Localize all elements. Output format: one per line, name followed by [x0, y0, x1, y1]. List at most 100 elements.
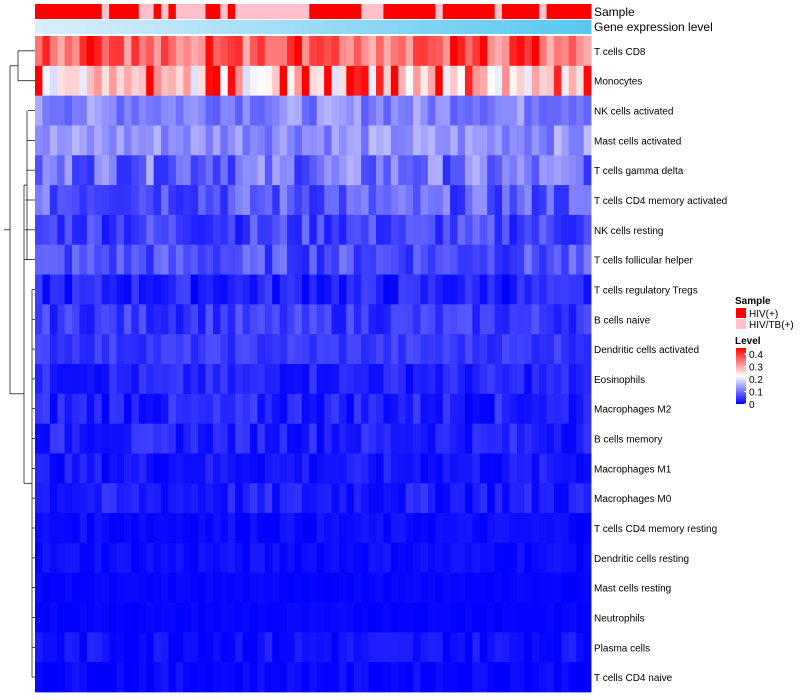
heatmap-cell [516, 453, 525, 484]
heatmap-cell [568, 36, 577, 67]
heatmap-cell [361, 602, 369, 633]
heatmap-cell [257, 65, 266, 97]
heatmap-cell [138, 483, 147, 514]
heatmap-cell [457, 542, 466, 574]
heatmap-cell [435, 185, 444, 216]
heatmap-cell [420, 602, 429, 633]
heatmap-cell [405, 513, 414, 544]
heatmap-cell [353, 244, 362, 275]
heatmap-cell [257, 244, 266, 275]
expression-cell [220, 20, 229, 34]
heatmap-cell [576, 483, 584, 514]
heatmap-cell [220, 214, 229, 246]
heatmap-cell [561, 602, 570, 633]
heatmap-cell [86, 632, 95, 663]
heatmap-cell [42, 602, 51, 633]
heatmap-cell [183, 423, 192, 454]
heatmap-cell [376, 542, 384, 574]
expression-cell [94, 20, 103, 34]
heatmap-cell [331, 185, 340, 216]
heatmap-cell [361, 632, 369, 663]
heatmap-cell [138, 155, 147, 186]
heatmap-cell [531, 125, 540, 156]
heatmap-cell [479, 602, 488, 633]
heatmap-cell [346, 453, 355, 484]
heatmap-cell [249, 95, 258, 126]
expression-cell [242, 20, 251, 34]
heatmap-cell [183, 185, 192, 216]
heatmap-cell [405, 453, 414, 484]
heatmap-cell [101, 185, 110, 216]
heatmap-cell [279, 453, 288, 484]
heatmap-cell [205, 334, 214, 365]
expression-cell [227, 20, 236, 34]
heatmap-cell [57, 632, 66, 663]
heatmap-cell [324, 36, 332, 67]
heatmap-cell [279, 65, 288, 97]
heatmap-cell [398, 632, 407, 663]
heatmap-cell [42, 453, 51, 484]
heatmap-cell [353, 364, 362, 395]
heatmap-cell [539, 36, 547, 67]
heatmap-cell [420, 274, 429, 305]
heatmap-cell [198, 185, 206, 216]
heatmap-cell [175, 453, 184, 484]
heatmap-cell [72, 483, 80, 514]
heatmap-cell [472, 334, 481, 365]
heatmap-cell [539, 483, 547, 514]
heatmap-cell [272, 214, 281, 246]
heatmap-cell [413, 185, 421, 216]
heatmap-cell [316, 185, 325, 216]
heatmap-cell [123, 65, 132, 97]
heatmap-cell [86, 334, 95, 365]
heatmap-cell [161, 602, 169, 633]
heatmap-cell [368, 423, 377, 454]
heatmap-cell [561, 662, 570, 693]
heatmap-cell [64, 274, 73, 305]
heatmap-cell [272, 304, 281, 335]
heatmap-cell [346, 185, 355, 216]
heatmap-cell [494, 274, 503, 305]
heatmap-cell [353, 334, 362, 365]
legend: Sample HIV(+) HIV/TB(+) Level 0.40.30.20… [735, 296, 794, 411]
heatmap-cell [131, 125, 140, 156]
heatmap-cell [413, 334, 421, 365]
heatmap-cell [316, 304, 325, 335]
heatmap-cell [413, 244, 421, 275]
heatmap-cell [309, 155, 318, 186]
heatmap-cell [472, 572, 481, 603]
legend-label-hiv: HIV(+) [749, 309, 778, 320]
heatmap-cell [57, 274, 66, 305]
heatmap-cell [464, 423, 473, 454]
heatmap-cell [502, 602, 510, 633]
heatmap-cell [509, 364, 518, 395]
heatmap-cell [442, 393, 451, 425]
expression-cell [309, 20, 318, 34]
sample-annotation-bar [35, 4, 592, 19]
heatmap-cell [190, 304, 199, 335]
heatmap-cell [123, 423, 132, 454]
heatmap-cell [161, 65, 169, 97]
heatmap-cell [116, 155, 125, 186]
heatmap-cell [583, 95, 592, 126]
heatmap-cell [353, 572, 362, 603]
heatmap-cell [279, 572, 288, 603]
expression-cell [86, 20, 95, 34]
heatmap-cell [161, 483, 169, 514]
heatmap-cell [35, 244, 43, 275]
heatmap-cell [376, 155, 384, 186]
heatmap-cell [546, 36, 555, 67]
heatmap-cell [264, 453, 273, 484]
row-label: Mast cells activated [594, 136, 681, 147]
heatmap-cell [294, 95, 303, 126]
heatmap-cell [316, 393, 325, 425]
heatmap-cell [546, 185, 555, 216]
heatmap-cell [553, 542, 562, 574]
heatmap-cell [138, 662, 147, 693]
heatmap-cell [383, 572, 392, 603]
sample-cell [413, 4, 421, 19]
heatmap-cell [301, 36, 310, 67]
heatmap-cell [287, 274, 295, 305]
heatmap-cell [86, 602, 95, 633]
heatmap-cell [212, 542, 221, 574]
